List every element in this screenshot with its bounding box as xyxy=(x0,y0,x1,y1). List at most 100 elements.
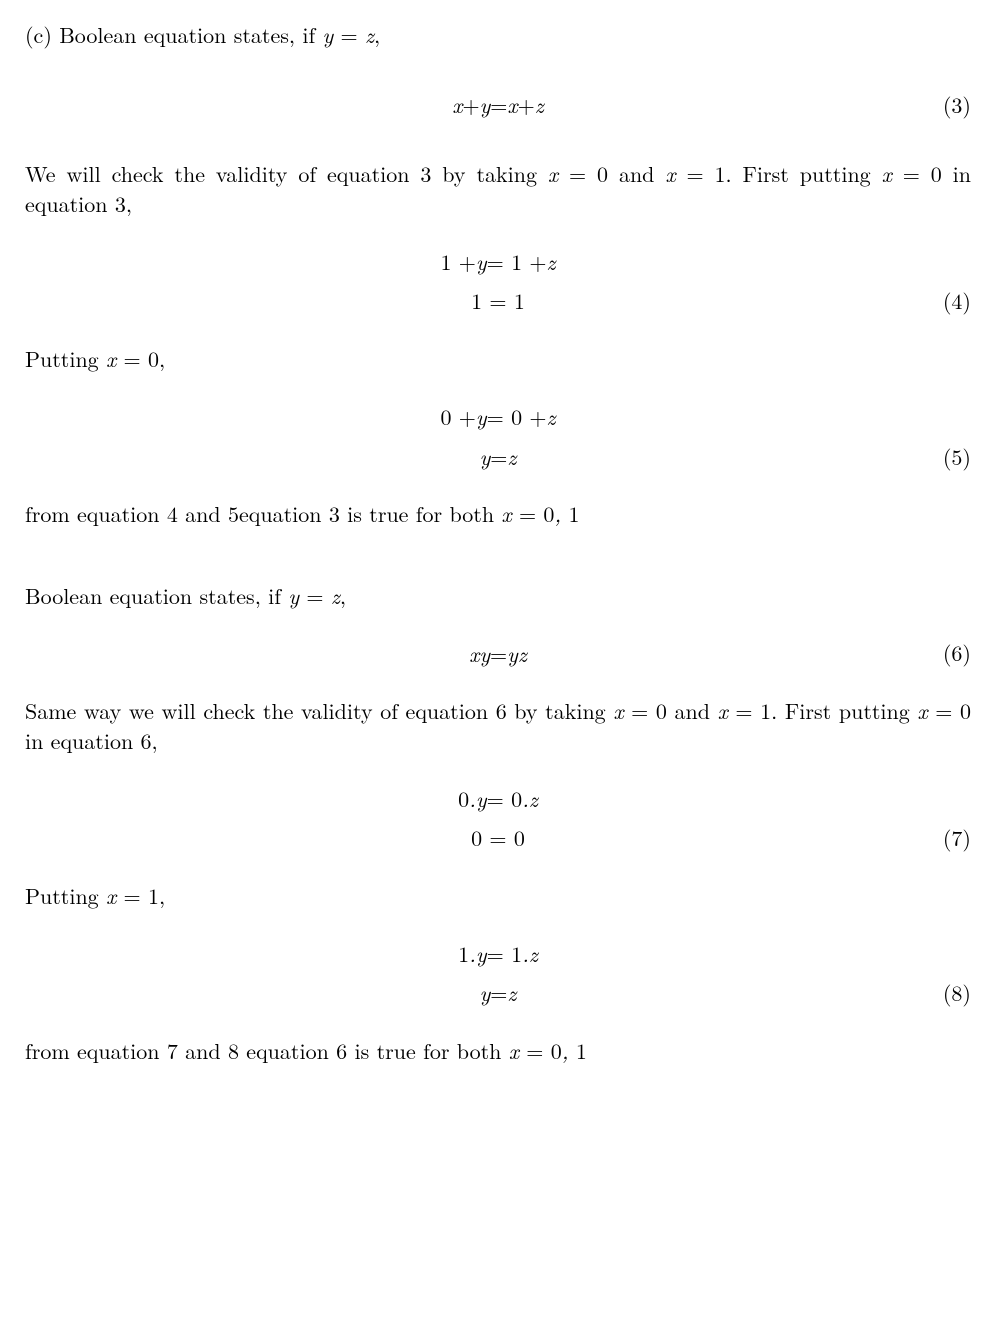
var-x: x xyxy=(665,158,675,189)
var-z: z xyxy=(529,939,538,969)
equation-4-line1: 1 + y = 1 + z xyxy=(440,247,555,277)
equation-number-7: (7) xyxy=(943,823,971,853)
var-x: x xyxy=(509,1035,519,1066)
var-x: x xyxy=(106,880,116,911)
equation-7: 0.y = 0.z 0 = 0 (7) xyxy=(25,784,971,853)
text: = 0 and xyxy=(558,158,665,189)
dot: . xyxy=(469,939,476,969)
equation-4: 1 + y = 1 + z 1 = 1 (4) xyxy=(25,247,971,316)
text: = xyxy=(490,978,507,1008)
var-x: x xyxy=(882,158,892,189)
text: = xyxy=(333,19,365,50)
text: We will check the validity of equation 3… xyxy=(25,158,548,189)
var-x: x xyxy=(507,90,517,120)
text: = 0 + xyxy=(487,402,547,432)
equation-number-5: (5) xyxy=(943,442,971,472)
text: = 1 + xyxy=(487,247,547,277)
equation-7-line2: 0 = 0 xyxy=(471,823,525,853)
text: = xyxy=(490,639,507,669)
equation-6: xy = yz (6) xyxy=(25,639,971,669)
equation-8-line2: y = z xyxy=(480,978,517,1008)
dot: . xyxy=(522,784,529,814)
text: = 0 and xyxy=(624,695,718,726)
var-y: y xyxy=(288,580,299,611)
var-y: y xyxy=(476,784,487,814)
equation-5: 0 + y = 0 + z y = z (5) xyxy=(25,402,971,471)
text: (c) Boolean equation states, if xyxy=(25,19,323,50)
var-z: z xyxy=(331,580,340,611)
var-x: x xyxy=(718,695,728,726)
op-plus: + xyxy=(518,90,535,120)
text: , xyxy=(374,19,380,50)
text: Same way we will check the validity of e… xyxy=(25,695,613,726)
equation-3-line: x + y = x + z xyxy=(452,90,544,120)
var-z: z xyxy=(547,247,556,277)
text: = 0 xyxy=(519,1035,562,1066)
text: , xyxy=(340,580,346,611)
text: = 1, xyxy=(116,880,165,911)
text: from equation 7 and 8 equation 6 is true… xyxy=(25,1035,509,1066)
text: Putting xyxy=(25,880,106,911)
paragraph-check-eq3: We will check the validity of equation 3… xyxy=(25,159,971,218)
spacer xyxy=(25,559,971,581)
var-y: y xyxy=(323,19,334,50)
text: from equation 4 and 5equation 3 is true … xyxy=(25,498,501,529)
text: = 0, xyxy=(116,343,165,374)
paragraph-conclusion-eq6: from equation 7 and 8 equation 6 is true… xyxy=(25,1036,971,1066)
var-z: z xyxy=(365,19,374,50)
text: = xyxy=(299,580,331,611)
var-x: x xyxy=(917,695,927,726)
equation-5-line2: y = z xyxy=(480,442,517,472)
paragraph-putting-x0: Putting x = 0, xyxy=(25,344,971,374)
var-y: y xyxy=(476,247,487,277)
text: = 1 xyxy=(487,939,522,969)
op-eq: = xyxy=(490,90,507,120)
dot: . xyxy=(522,939,529,969)
paragraph-intro-eq6: Boolean equation states, if y = z, xyxy=(25,581,971,611)
var-x: x xyxy=(106,343,116,374)
equation-number-3: (3) xyxy=(943,90,971,120)
text: 1 + xyxy=(440,247,475,277)
equation-6-line: xy = yz xyxy=(469,639,527,669)
var-x: x xyxy=(501,498,511,529)
var-y: y xyxy=(480,442,491,472)
text: 1 xyxy=(569,1035,587,1066)
var-x: x xyxy=(452,90,462,120)
var-xy: xy xyxy=(469,639,490,669)
text: 0 xyxy=(458,784,469,814)
equation-8: 1.y = 1.z y = z (8) xyxy=(25,939,971,1008)
var-x: x xyxy=(613,695,623,726)
var-z: z xyxy=(547,402,556,432)
equation-3: x + y = x + z (3) xyxy=(25,90,971,120)
text: = 0 xyxy=(512,498,555,529)
var-y: y xyxy=(476,402,487,432)
text: 1 xyxy=(561,498,579,529)
spacer xyxy=(25,537,971,559)
text: 1 xyxy=(458,939,469,969)
text: Boolean equation states, if xyxy=(25,580,288,611)
equation-number-6: (6) xyxy=(943,639,971,669)
var-z: z xyxy=(507,442,516,472)
var-x: x xyxy=(548,158,558,189)
text: = 1. First putting xyxy=(676,158,882,189)
var-y: y xyxy=(480,978,491,1008)
paragraph-putting-x1: Putting x = 1, xyxy=(25,881,971,911)
var-y: y xyxy=(476,939,487,969)
text: 1 = 1 xyxy=(471,286,525,316)
dot: . xyxy=(469,784,476,814)
text: = 1. First putting xyxy=(728,695,918,726)
var-yz: yz xyxy=(507,639,527,669)
text: = xyxy=(490,442,507,472)
text: 0 = 0 xyxy=(471,823,525,853)
equation-number-4: (4) xyxy=(943,286,971,316)
var-y: y xyxy=(480,90,491,120)
equation-4-line2: 1 = 1 xyxy=(471,286,525,316)
var-z: z xyxy=(507,978,516,1008)
text: Putting xyxy=(25,343,106,374)
paragraph-c-intro: (c) Boolean equation states, if y = z, xyxy=(25,20,971,50)
paragraph-check-eq6: Same way we will check the validity of e… xyxy=(25,696,971,755)
equation-7-line1: 0.y = 0.z xyxy=(458,784,538,814)
text: 0 + xyxy=(440,402,475,432)
comma: , xyxy=(562,1035,569,1066)
var-z: z xyxy=(529,784,538,814)
